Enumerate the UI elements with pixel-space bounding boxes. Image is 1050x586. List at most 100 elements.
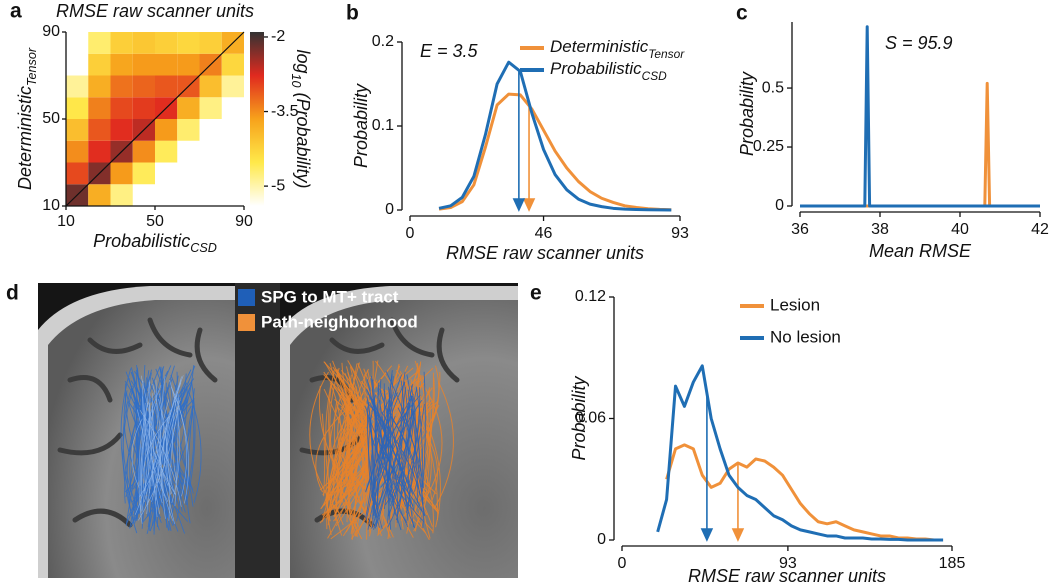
x-axis-label: Mean RMSE <box>869 241 972 261</box>
panel-letter: e <box>530 282 542 305</box>
annotation: E = 3.5 <box>420 41 479 61</box>
legend-label-sub: Tensor <box>648 47 685 61</box>
fiber <box>349 368 373 529</box>
heatmap-cell <box>221 53 244 76</box>
fiber <box>186 380 196 502</box>
fiber <box>148 418 158 518</box>
fiber <box>374 388 394 529</box>
heatmap-cell <box>66 75 89 98</box>
fiber <box>160 376 166 519</box>
y-tick-label: 0 <box>597 531 606 548</box>
y-tick-label: 0.1 <box>372 117 394 134</box>
fiber <box>142 416 170 492</box>
legend-label: Path-neighborhood <box>261 312 418 331</box>
heatmap-cell <box>132 97 155 119</box>
fiber <box>337 394 367 490</box>
annotation: S = 95.9 <box>885 33 953 53</box>
fiber <box>165 380 182 495</box>
x-tick-label: 46 <box>535 225 553 242</box>
x-tick-label: 90 <box>235 213 253 230</box>
fiber <box>387 402 411 524</box>
y-tick-label: 90 <box>42 23 60 40</box>
fiber <box>139 417 168 497</box>
heatmap-cell <box>177 119 200 141</box>
legend-label: No lesion <box>770 327 841 346</box>
sulcus <box>299 432 365 456</box>
heatmap-cell <box>132 53 155 76</box>
x-tick-label: 36 <box>791 221 809 238</box>
legend-label: Lesion <box>770 295 820 314</box>
fiber <box>158 393 164 483</box>
heatmap-cell <box>88 184 111 206</box>
fiber <box>406 385 417 491</box>
fiber <box>138 402 149 524</box>
identity-line <box>65 31 245 207</box>
fiber <box>367 393 414 495</box>
y-tick-label: 0.25 <box>753 138 784 155</box>
heatmap-cell <box>110 32 133 54</box>
fiber <box>327 389 344 506</box>
heatmap-cell <box>155 140 178 163</box>
legend-label: SPG to MT+ tract <box>261 287 399 306</box>
y-axis-label: Probability <box>569 375 589 460</box>
legend-label-main: Probabilistic <box>550 59 642 78</box>
x-tick-label: 38 <box>871 221 889 238</box>
y-axis-label: DeterministicTensor <box>15 47 40 190</box>
legend-label: ProbabilisticCSD <box>550 59 667 83</box>
fiber <box>138 394 180 521</box>
sulcus <box>147 317 193 358</box>
heatmap-cell <box>199 32 222 54</box>
colorbar-tick-label: -5 <box>271 177 285 194</box>
fiber <box>371 388 390 529</box>
sulci <box>57 317 460 528</box>
fiber <box>169 380 181 503</box>
heatmap-cell <box>110 119 133 141</box>
heatmap-cell <box>177 53 200 76</box>
heatmap-cell <box>155 75 178 98</box>
y-tick-label: 0.2 <box>372 33 394 50</box>
panel-letter: d <box>6 282 19 305</box>
fiber <box>175 387 191 513</box>
image-divider <box>235 283 280 578</box>
colorbar <box>250 32 264 206</box>
fiber <box>155 380 165 497</box>
fiber <box>148 398 167 531</box>
fiber <box>389 409 408 507</box>
y-tick-label: 10 <box>42 197 60 214</box>
panel-letter: c <box>736 2 748 25</box>
heatmap-cell <box>155 53 178 76</box>
sulcus <box>67 375 113 403</box>
y-tick-label: 0 <box>385 201 394 218</box>
fiber <box>137 409 160 515</box>
heatmap-cell <box>221 75 244 98</box>
sulcus <box>72 508 133 528</box>
heatmap-cell <box>88 140 111 163</box>
fiber <box>332 360 350 499</box>
heatmap-cell <box>155 32 178 54</box>
legend-swatch <box>238 314 255 331</box>
y-axis-label-sub: Tensor <box>25 47 39 86</box>
fiber <box>155 375 184 501</box>
legend-label-sub: CSD <box>642 69 668 83</box>
series-line <box>438 92 672 212</box>
fiber <box>319 410 385 491</box>
fiber <box>407 388 418 528</box>
x-axis-label: RMSE raw scanner units <box>688 566 886 586</box>
x-tick-label: 0 <box>618 555 627 572</box>
mean-arrow <box>731 463 745 542</box>
fiber <box>149 417 174 521</box>
fiber <box>414 372 434 532</box>
fiber <box>371 378 414 507</box>
heatmap-cell <box>66 162 89 185</box>
x-tick-label: 0 <box>406 225 415 242</box>
sulcus <box>194 327 218 383</box>
fiber <box>123 390 157 508</box>
colorbar-label: log10 (Probability) <box>289 49 314 188</box>
x-tick-label: 93 <box>779 555 797 572</box>
legend-label-main: Deterministic <box>550 37 649 56</box>
series-line <box>665 443 944 542</box>
fiber <box>146 399 170 514</box>
y-axis-label: Probability <box>737 71 757 156</box>
fiber <box>379 378 402 531</box>
